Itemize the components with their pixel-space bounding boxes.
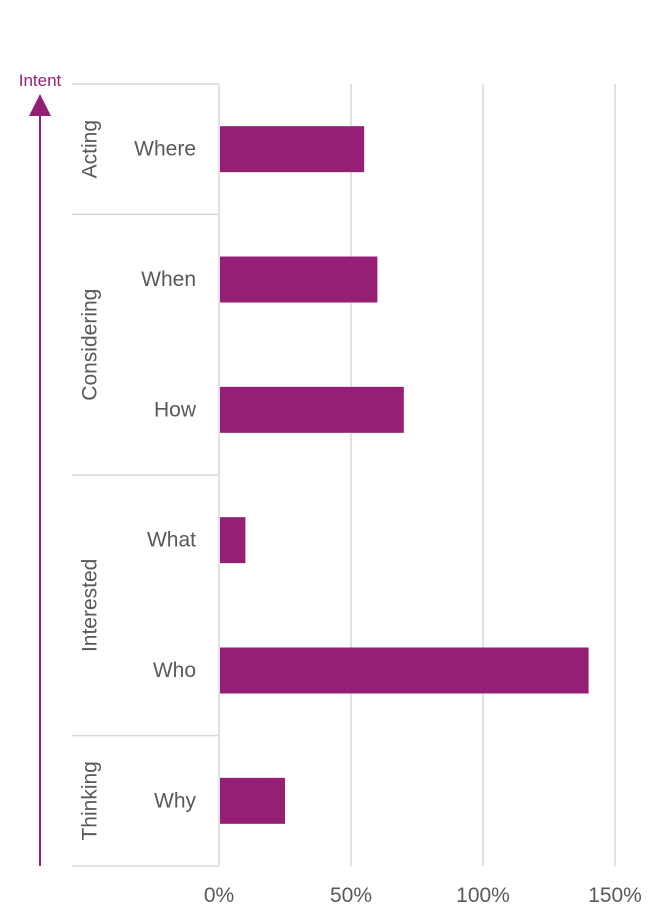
category-label-who: Who (153, 659, 196, 682)
intent-arrow-head-icon (29, 94, 51, 116)
bar-where (220, 126, 365, 173)
group-label-interested: Interested (79, 559, 102, 652)
x-tick-label-0: 0% (204, 884, 234, 907)
intent-label: Intent (19, 71, 62, 90)
category-label-how: How (154, 398, 197, 421)
x-tick-labels: 0% 50% 100% 150% (204, 884, 642, 907)
bar-how (220, 386, 404, 433)
category-label-why: Why (154, 789, 197, 812)
group-label-thinking: Thinking (79, 761, 102, 840)
group-labels: Acting Considering Interested Thinking (79, 120, 102, 841)
bar-what (220, 517, 246, 564)
bar-who (220, 647, 589, 694)
category-label-when: When (141, 268, 196, 291)
x-tick-label-1: 50% (330, 884, 372, 907)
x-tick-label-2: 100% (456, 884, 510, 907)
gridlines (350, 84, 616, 866)
bars (220, 126, 589, 824)
category-label-where: Where (134, 138, 196, 161)
intent-axis: Intent (19, 71, 62, 866)
group-dividers (72, 83, 220, 867)
category-labels: Where When How What Who Why (134, 138, 197, 813)
bar-why (220, 777, 285, 824)
group-label-acting: Acting (79, 120, 102, 178)
category-label-what: What (147, 529, 196, 552)
bar-when (220, 256, 378, 303)
x-tick-label-3: 150% (588, 884, 642, 907)
group-label-considering: Considering (79, 289, 102, 401)
